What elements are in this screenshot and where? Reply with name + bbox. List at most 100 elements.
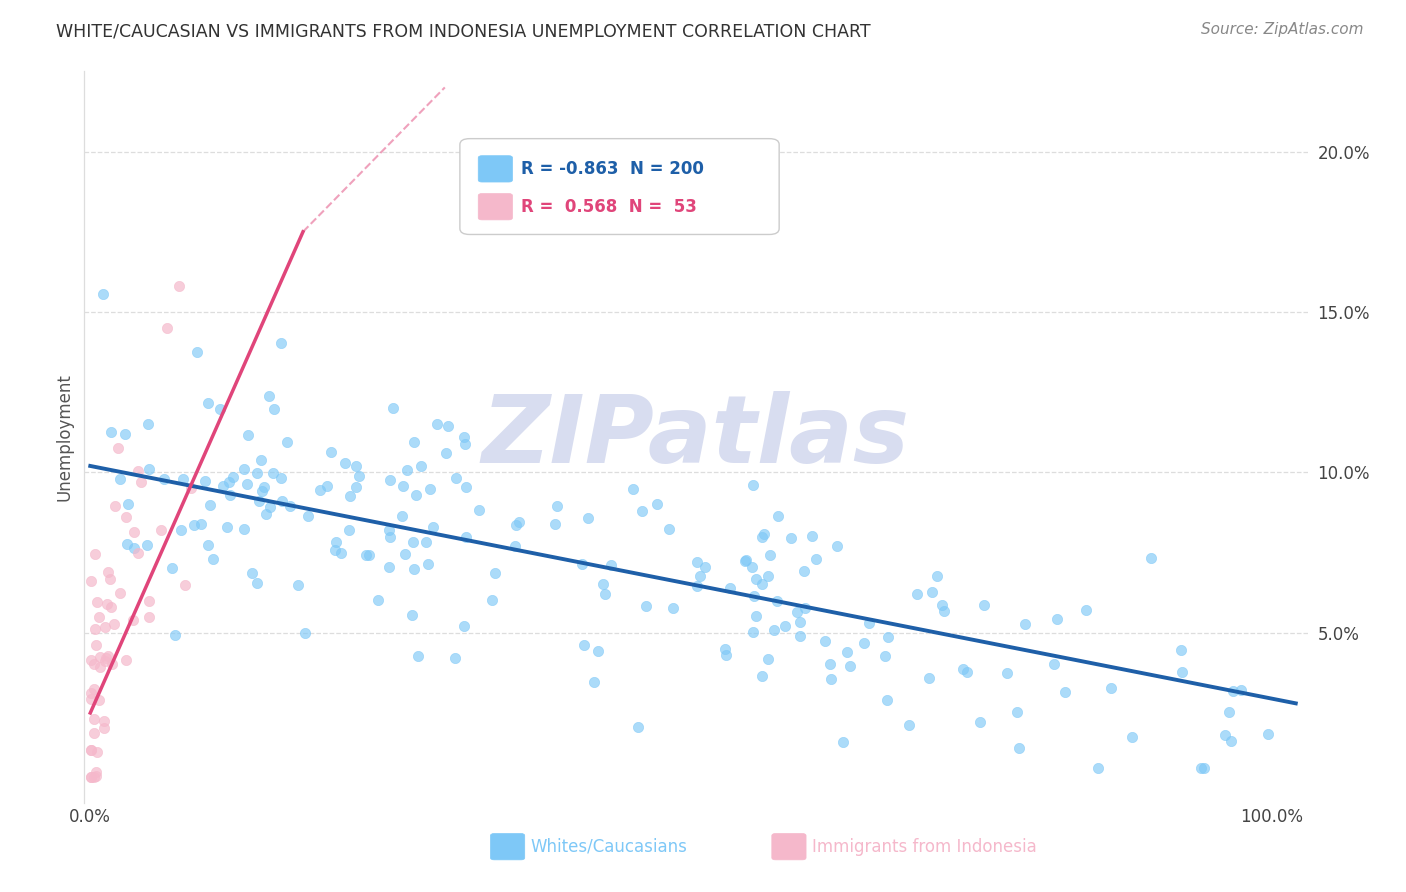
Point xyxy=(411,459,433,474)
Point xyxy=(103,616,125,631)
Point xyxy=(335,456,357,470)
Point xyxy=(110,472,132,486)
Point xyxy=(1229,683,1251,698)
Point xyxy=(1043,657,1066,672)
Point xyxy=(756,569,779,583)
Point xyxy=(818,657,841,671)
Point xyxy=(1008,740,1031,755)
Point xyxy=(402,434,425,449)
Point xyxy=(752,527,775,541)
Point xyxy=(276,435,298,450)
Point xyxy=(973,599,995,613)
Point xyxy=(1257,727,1279,741)
Point xyxy=(426,417,449,431)
Point xyxy=(294,626,316,640)
Point xyxy=(344,480,367,494)
Point xyxy=(576,511,599,525)
Point xyxy=(1053,685,1076,699)
FancyBboxPatch shape xyxy=(491,833,524,860)
Point xyxy=(814,633,837,648)
FancyBboxPatch shape xyxy=(772,833,806,860)
Text: R =  0.568  N =  53: R = 0.568 N = 53 xyxy=(522,198,697,216)
Point xyxy=(186,345,208,359)
Point xyxy=(138,609,160,624)
Point xyxy=(270,335,292,350)
Point xyxy=(745,572,768,586)
Point xyxy=(87,693,110,707)
Point xyxy=(150,523,173,537)
Point xyxy=(742,589,765,603)
Point xyxy=(820,673,842,687)
Point xyxy=(741,559,763,574)
Point xyxy=(270,471,292,485)
Text: Immigrants from Indonesia: Immigrants from Indonesia xyxy=(813,838,1038,855)
Point xyxy=(658,522,681,536)
Point xyxy=(1170,643,1192,657)
Point xyxy=(444,651,467,665)
Point xyxy=(297,508,319,523)
Point xyxy=(394,548,416,562)
Point xyxy=(173,577,195,591)
Point xyxy=(107,441,129,455)
FancyBboxPatch shape xyxy=(478,156,513,182)
Point xyxy=(1087,760,1109,774)
Point xyxy=(83,682,105,697)
Point xyxy=(86,745,108,759)
Point xyxy=(127,545,149,559)
Point xyxy=(1046,612,1069,626)
Point xyxy=(446,471,468,485)
Point xyxy=(381,401,404,416)
Point xyxy=(408,648,430,663)
Point xyxy=(253,480,276,494)
Point xyxy=(252,483,274,498)
Point xyxy=(86,595,108,609)
Point xyxy=(1220,734,1243,748)
Point xyxy=(197,396,219,410)
Point xyxy=(1074,603,1097,617)
Point xyxy=(1099,681,1122,696)
Point xyxy=(170,523,193,537)
Point xyxy=(419,482,441,496)
Point xyxy=(344,458,367,473)
Point xyxy=(416,558,439,572)
Point xyxy=(136,538,159,552)
Point xyxy=(80,686,103,700)
Point xyxy=(762,624,785,638)
Point xyxy=(839,659,862,673)
Point xyxy=(83,770,105,784)
Point xyxy=(138,462,160,476)
Point xyxy=(246,466,269,480)
Point xyxy=(172,472,194,486)
Point xyxy=(246,575,269,590)
Point xyxy=(80,743,103,757)
Point xyxy=(779,531,801,545)
Point xyxy=(100,657,122,672)
Point xyxy=(233,523,256,537)
Point xyxy=(308,483,330,497)
Point xyxy=(80,653,103,667)
Point xyxy=(751,577,773,591)
Text: Whites/Caucasians: Whites/Caucasians xyxy=(531,838,688,855)
Point xyxy=(593,586,616,600)
Point xyxy=(378,560,401,574)
Point xyxy=(98,572,121,586)
Point xyxy=(238,427,260,442)
Point xyxy=(876,693,898,707)
Point xyxy=(751,530,773,544)
Point xyxy=(80,574,103,588)
Point xyxy=(325,534,347,549)
Point xyxy=(662,600,685,615)
Point xyxy=(100,599,122,614)
Point xyxy=(897,718,920,732)
Point xyxy=(83,712,105,726)
Point xyxy=(925,569,948,583)
Point xyxy=(218,475,240,490)
Point xyxy=(402,562,425,576)
Point xyxy=(741,478,763,492)
Point xyxy=(742,624,765,639)
Point xyxy=(1189,760,1212,774)
FancyBboxPatch shape xyxy=(478,194,513,220)
Point xyxy=(921,584,943,599)
Point xyxy=(262,467,284,481)
Point xyxy=(873,649,896,664)
